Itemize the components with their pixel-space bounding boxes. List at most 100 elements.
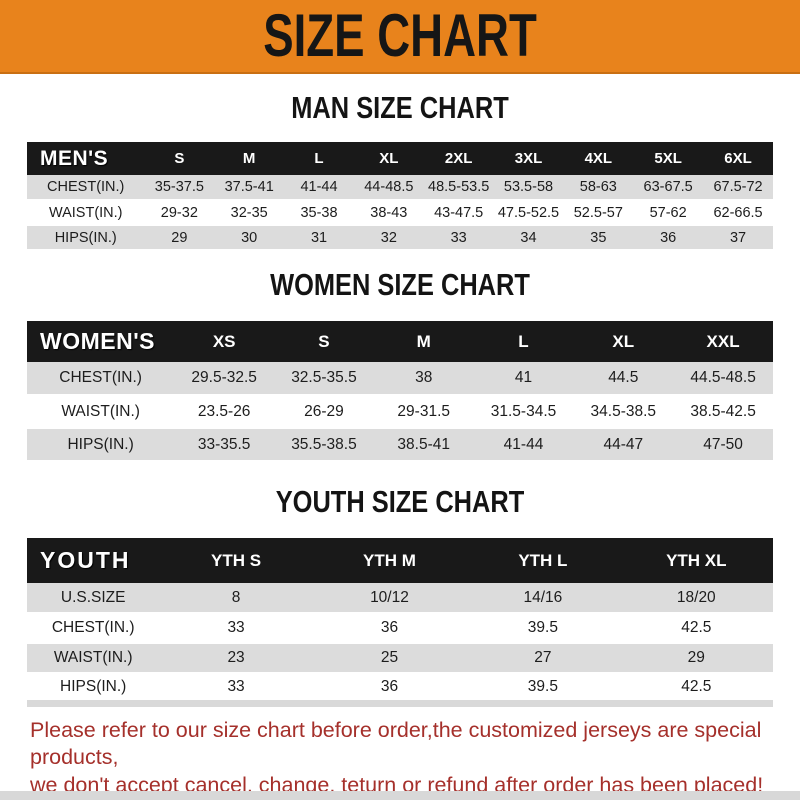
size-value-cell: 8 xyxy=(231,588,241,606)
size-value-cell: 32.5-35.5 xyxy=(291,369,357,386)
table-row: CHEST(IN.) 35-37.5 37.5-41 41-44 44-48.5 48.5… xyxy=(27,175,773,200)
size-value-cell: 33-35.5 xyxy=(197,435,251,453)
size-value-cell: 33 xyxy=(450,229,467,246)
size-value-cell: 44.5-48.5 xyxy=(690,369,756,386)
size-value-cell: 37.5-41 xyxy=(224,179,274,195)
measurement-label: CHEST(IN.) xyxy=(59,369,142,386)
size-value-cell: 27 xyxy=(534,649,552,666)
size-value-cell: 67.5-72 xyxy=(713,179,763,195)
size-value-cell: 36 xyxy=(660,229,677,246)
size-value-cell: 33 xyxy=(227,677,245,695)
table-row: WAIST(IN.) 23.5-26 26-29 29-31.5 31.5-34.5 34… xyxy=(27,395,773,428)
section-women: WOMEN SIZE CHART WOMEN'S XS S M L XL XXL CHEST(… xyxy=(0,267,800,462)
table-row: HIPS(IN.) 29 30 31 32 33 34 35 36 37 xyxy=(27,225,773,250)
size-value-cell: 47-50 xyxy=(703,435,743,453)
size-table-grid: YOUTH YTH S YTH M YTH L YTH XL U.S.SIZE 8 10/12… xyxy=(27,538,773,707)
measurement-label: HIPS(IN.) xyxy=(67,435,134,453)
size-value-cell: 44.5 xyxy=(608,369,639,386)
footer-note: Please refer to our size chart before or… xyxy=(30,717,800,800)
size-value-cell: 35-38 xyxy=(300,204,338,221)
size-column-header: M xyxy=(242,150,256,167)
size-column-header: 6XL xyxy=(724,150,752,167)
size-value-cell: 41-44 xyxy=(503,435,544,453)
size-column-header: S xyxy=(318,331,330,351)
size-column-header: L xyxy=(314,150,324,167)
size-value-cell: 63-67.5 xyxy=(643,179,693,195)
size-value-cell: 34.5-38.5 xyxy=(590,402,657,420)
size-value-cell: 29 xyxy=(687,649,705,666)
table-row: CHEST(IN.) 33 36 39.5 42.5 xyxy=(27,613,773,643)
size-column-header: L xyxy=(518,331,529,351)
size-value-cell: 57-62 xyxy=(649,204,687,221)
women-section-title: WOMEN SIZE CHART xyxy=(270,267,530,302)
size-column-header: XL xyxy=(379,150,399,167)
table-corner-label: MEN'S xyxy=(40,146,109,170)
table-row: U.S.SIZE 8 10/12 14/16 18/20 xyxy=(27,583,773,613)
table-header-row: WOMEN'S XS S M L XL XXL xyxy=(27,321,773,362)
size-value-cell: 29 xyxy=(171,229,188,246)
section-youth: YOUTH SIZE CHART YOUTH YTH S YTH M YTH L YTH… xyxy=(0,484,800,707)
size-value-cell: 62-66.5 xyxy=(713,204,763,221)
size-column-header: 5XL xyxy=(654,150,682,167)
youth-section-title: YOUTH SIZE CHART xyxy=(275,484,525,519)
size-column-header: M xyxy=(416,331,431,351)
women-size-table: WOMEN'S XS S M L XL XXL CHEST(IN.) 29.5-32.5 32.5… xyxy=(27,321,773,462)
size-column-header: 4XL xyxy=(584,150,613,167)
table-row: HIPS(IN.) 33 36 39.5 42.5 xyxy=(27,673,773,703)
page-title: SIZE CHART xyxy=(263,2,537,70)
size-value-cell: 44-48.5 xyxy=(364,179,414,195)
table-row: HIPS(IN.) 33-35.5 35.5-38.5 38.5-41 41-44 44-… xyxy=(27,428,773,461)
size-value-cell: 35 xyxy=(590,229,607,246)
size-table-grid: WOMEN'S XS S M L XL XXL CHEST(IN.) 29.5-32.5 32.5… xyxy=(27,321,773,462)
size-value-cell: 32-35 xyxy=(230,204,268,221)
size-column-header: 3XL xyxy=(514,150,543,167)
size-column-header: YTH L xyxy=(518,550,568,570)
footer-note-line-1: Please refer to our size chart before or… xyxy=(30,717,762,770)
size-value-cell: 34 xyxy=(520,229,537,246)
size-value-cell: 42.5 xyxy=(681,619,712,636)
size-value-cell: 38-43 xyxy=(370,204,408,221)
size-value-cell: 36 xyxy=(380,619,399,636)
size-column-header: 2XL xyxy=(444,150,473,167)
size-value-cell: 33 xyxy=(227,619,245,636)
size-value-cell: 38.5-42.5 xyxy=(690,402,756,420)
size-column-header: XS xyxy=(212,331,236,351)
size-value-cell: 30 xyxy=(241,229,258,246)
size-column-header: YTH XL xyxy=(666,550,727,570)
table-row: WAIST(IN.) 23 25 27 29 xyxy=(27,643,773,673)
size-value-cell: 29.5-32.5 xyxy=(191,369,257,386)
size-column-header: S xyxy=(174,150,185,167)
size-value-cell: 58-63 xyxy=(579,179,617,195)
table-row: WAIST(IN.) 29-32 32-35 35-38 38-43 43-47.5 47.… xyxy=(27,200,773,225)
size-value-cell: 43-47.5 xyxy=(434,204,484,221)
size-column-header: XXL xyxy=(706,331,740,351)
size-value-cell: 38 xyxy=(415,369,433,386)
section-men: MAN SIZE CHART MEN'S S M L XL 2XL 3XL 4XL 5XL 6XL… xyxy=(0,90,800,251)
size-value-cell: 44-47 xyxy=(603,435,644,453)
size-value-cell: 38.5-41 xyxy=(397,435,450,453)
measurement-label: CHEST(IN.) xyxy=(47,179,125,195)
size-value-cell: 31.5-34.5 xyxy=(490,402,557,420)
size-value-cell: 39.5 xyxy=(527,677,558,695)
bottom-strip xyxy=(0,791,800,800)
table-corner-label: YOUTH xyxy=(40,547,131,573)
size-value-cell: 29-32 xyxy=(160,204,198,221)
size-column-header: YTH M xyxy=(363,550,416,570)
table-header-row: MEN'S S M L XL 2XL 3XL 4XL 5XL 6XL xyxy=(27,142,773,175)
measurement-label: WAIST(IN.) xyxy=(53,649,133,666)
size-column-header: YTH S xyxy=(211,550,262,570)
size-value-cell: 32 xyxy=(380,229,397,246)
size-value-cell: 39.5 xyxy=(527,619,558,636)
size-value-cell: 36 xyxy=(380,677,399,695)
size-value-cell: 41-44 xyxy=(300,179,338,195)
size-value-cell: 52.5-57 xyxy=(573,204,623,221)
size-value-cell: 47.5-52.5 xyxy=(497,204,560,221)
size-value-cell: 53.5-58 xyxy=(503,179,554,195)
size-value-cell: 14/16 xyxy=(523,588,563,606)
youth-size-table: YOUTH YTH S YTH M YTH L YTH XL U.S.SIZE 8 10/12… xyxy=(27,538,773,707)
size-table-grid: MEN'S S M L XL 2XL 3XL 4XL 5XL 6XL CHEST(IN.) 35-37… xyxy=(27,142,773,251)
size-value-cell: 31 xyxy=(310,229,328,246)
size-value-cell: 25 xyxy=(380,649,399,666)
banner: SIZE CHART xyxy=(0,0,800,74)
